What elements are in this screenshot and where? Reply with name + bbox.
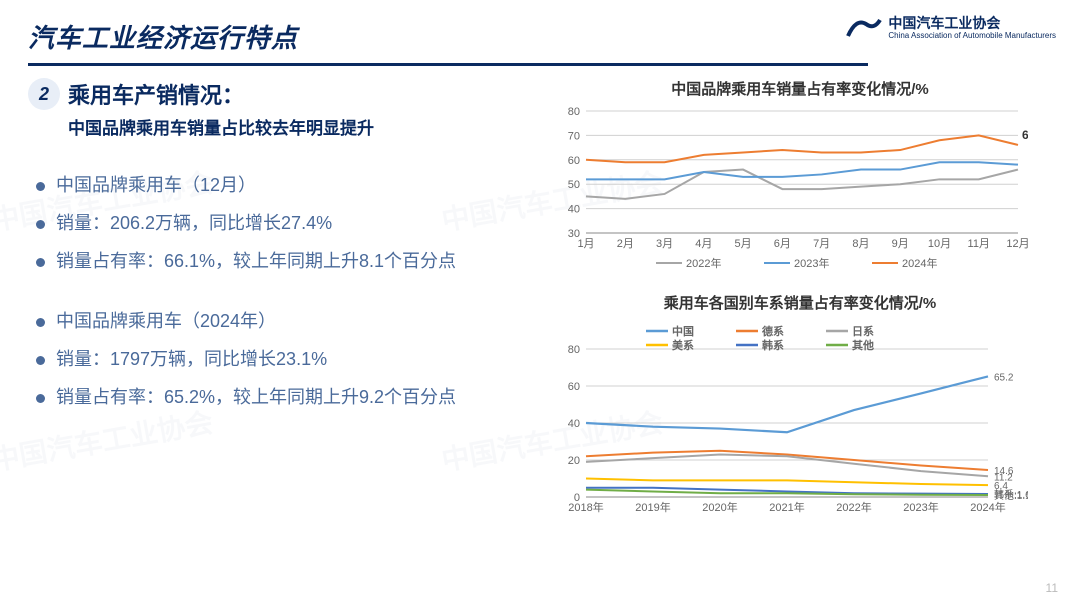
svg-text:2023年: 2023年 (794, 256, 829, 270)
logo-subtext: China Association of Automobile Manufact… (888, 31, 1056, 40)
left-column: 2 乘用车产销情况： 中国品牌乘用车销量占比较去年明显提升 中国品牌乘用车（12… (28, 78, 528, 546)
svg-text:2022年: 2022年 (836, 500, 871, 514)
chart-2-title: 乘用车各国别车系销量占有率变化情况/% (548, 292, 1052, 313)
svg-text:65.2: 65.2 (994, 372, 1014, 383)
svg-text:66.1: 66.1 (1022, 128, 1028, 142)
svg-text:80: 80 (568, 344, 580, 356)
svg-text:12月: 12月 (1006, 238, 1028, 250)
bullet-item: 销量占有率：65.2%，较上年同期上升9.2个百分点 (36, 379, 528, 415)
header: 汽车工业经济运行特点 中国汽车工业协会 China Association of… (0, 0, 1080, 66)
page-number: 11 (1046, 581, 1058, 595)
svg-text:其他: 其他 (852, 338, 874, 352)
chart-2: 乘用车各国别车系销量占有率变化情况/% 0204060802018年2019年2… (548, 292, 1052, 532)
svg-text:2022年: 2022年 (686, 256, 721, 270)
svg-text:韩系: 韩系 (762, 338, 784, 352)
svg-text:40: 40 (568, 418, 580, 430)
chart-2-svg: 0204060802018年2019年2020年2021年2022年2023年2… (548, 317, 1028, 527)
svg-text:德系: 德系 (761, 324, 784, 338)
svg-text:2024年: 2024年 (970, 500, 1005, 514)
svg-text:1月: 1月 (577, 238, 594, 250)
svg-text:2019年: 2019年 (635, 500, 670, 514)
right-column: 中国品牌乘用车销量占有率变化情况/% 3040506070801月2月3月4月5… (528, 78, 1052, 546)
svg-text:2月: 2月 (617, 238, 634, 250)
svg-text:11月: 11月 (968, 238, 990, 250)
logo-icon (846, 16, 882, 40)
svg-text:50: 50 (568, 179, 580, 191)
chart-1-svg: 3040506070801月2月3月4月5月6月7月8月9月10月11月12月2… (548, 103, 1028, 273)
svg-text:2021年: 2021年 (769, 500, 804, 514)
svg-text:9月: 9月 (892, 238, 909, 250)
section-number: 2 (28, 78, 60, 110)
svg-text:2024年: 2024年 (902, 256, 937, 270)
svg-text:4月: 4月 (695, 238, 712, 250)
svg-text:日系: 日系 (852, 324, 874, 338)
svg-text:5月: 5月 (735, 238, 752, 250)
svg-text:美系: 美系 (672, 338, 694, 352)
svg-text:2023年: 2023年 (903, 500, 938, 514)
section-subtitle: 中国品牌乘用车销量占比较去年明显提升 (68, 114, 374, 139)
svg-text:40: 40 (568, 204, 580, 216)
svg-text:7月: 7月 (813, 238, 830, 250)
chart-1-title: 中国品牌乘用车销量占有率变化情况/% (548, 78, 1052, 99)
bullet-item: 销量占有率：66.1%，较上年同期上升8.1个百分点 (36, 243, 528, 279)
bullet-list: 中国品牌乘用车（12月）销量：206.2万辆，同比增长27.4%销量占有率：66… (28, 167, 528, 415)
svg-text:2020年: 2020年 (702, 500, 737, 514)
svg-text:其他:1.1: 其他:1.1 (994, 489, 1028, 502)
svg-text:中国: 中国 (672, 324, 694, 338)
svg-text:20: 20 (568, 455, 580, 467)
svg-text:2018年: 2018年 (568, 500, 603, 514)
svg-text:80: 80 (568, 106, 580, 118)
svg-text:60: 60 (568, 381, 580, 393)
logo-area: 中国汽车工业协会 China Association of Automobile… (846, 16, 1056, 40)
svg-text:3月: 3月 (656, 238, 673, 250)
section-title: 乘用车产销情况： (68, 78, 374, 110)
chart-1: 中国品牌乘用车销量占有率变化情况/% 3040506070801月2月3月4月5… (548, 78, 1052, 278)
svg-text:10月: 10月 (928, 238, 951, 250)
svg-text:60: 60 (568, 155, 580, 167)
svg-text:6月: 6月 (774, 238, 791, 250)
bullet-item: 销量：206.2万辆，同比增长27.4% (36, 205, 528, 241)
logo-text: 中国汽车工业协会 (888, 16, 1056, 31)
svg-text:70: 70 (568, 130, 580, 142)
bullet-item: 销量：1797万辆，同比增长23.1% (36, 341, 528, 377)
bullet-item: 中国品牌乘用车（2024年） (36, 303, 528, 339)
svg-text:8月: 8月 (852, 238, 869, 250)
bullet-item: 中国品牌乘用车（12月） (36, 167, 528, 203)
